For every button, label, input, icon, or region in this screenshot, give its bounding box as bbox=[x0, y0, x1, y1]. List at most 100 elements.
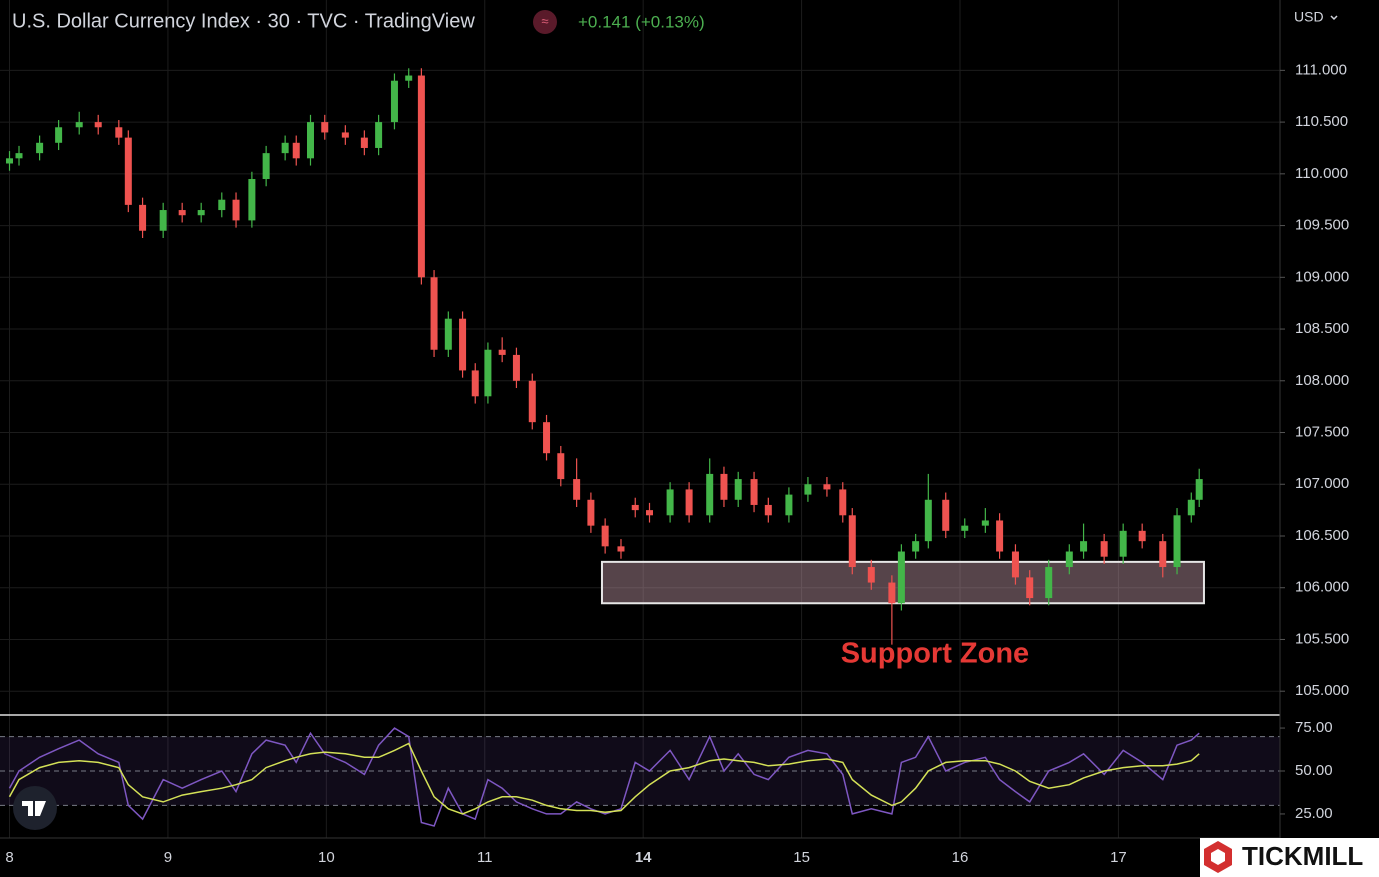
candle-body bbox=[375, 122, 383, 148]
y-tick-label: 105.000 bbox=[1295, 682, 1349, 699]
y-tick-label: 25.00 bbox=[1295, 805, 1333, 822]
y-tick-label: 111.000 bbox=[1295, 61, 1347, 78]
candle-body bbox=[557, 453, 565, 480]
y-tick-label: 105.500 bbox=[1295, 630, 1349, 647]
candle-body bbox=[867, 567, 875, 583]
candle-body bbox=[139, 204, 147, 231]
currency-selector[interactable]: USD bbox=[1294, 9, 1324, 25]
logo-mark bbox=[22, 801, 46, 816]
logo-hex-inner bbox=[1211, 849, 1225, 865]
y-tick-label: 106.000 bbox=[1295, 579, 1349, 596]
y-tick-label: 109.500 bbox=[1295, 217, 1349, 234]
candle-body bbox=[750, 479, 758, 505]
candle-body bbox=[685, 489, 693, 516]
candle-body bbox=[1119, 530, 1127, 557]
candle-body bbox=[306, 122, 314, 159]
tradingview-logo bbox=[13, 786, 57, 830]
candle-body bbox=[55, 127, 63, 143]
y-tick-label: 107.500 bbox=[1295, 423, 1349, 440]
candle-body bbox=[321, 122, 329, 133]
candle-body bbox=[981, 520, 989, 526]
x-tick-label: 8 bbox=[5, 849, 13, 866]
y-tick-label: 110.000 bbox=[1295, 165, 1348, 182]
candle-body bbox=[646, 510, 654, 516]
candle-body bbox=[94, 122, 102, 128]
candle-body bbox=[262, 153, 270, 180]
x-tick-label: 10 bbox=[318, 849, 335, 866]
candle-body bbox=[1187, 499, 1195, 516]
candle-body bbox=[720, 473, 728, 500]
candle-body bbox=[617, 546, 625, 552]
status-icon-glyph: ≈ bbox=[541, 13, 548, 28]
candle-body bbox=[232, 199, 240, 221]
x-tick-label: 15 bbox=[793, 849, 810, 866]
price-change: +0.141 (+0.13%) bbox=[578, 12, 705, 31]
candle-body bbox=[417, 75, 425, 278]
y-tick-label: 109.000 bbox=[1295, 268, 1349, 285]
candle-body bbox=[897, 551, 905, 604]
watermark: TICKMILL bbox=[1242, 841, 1363, 871]
candle-body bbox=[124, 137, 132, 205]
indicator-line bbox=[8, 742, 1200, 815]
candle-body bbox=[405, 75, 413, 81]
candle-body bbox=[785, 494, 793, 516]
candle-body bbox=[888, 582, 896, 604]
y-tick-label: 108.500 bbox=[1295, 320, 1349, 337]
candle-body bbox=[1173, 515, 1181, 568]
candle-body bbox=[1100, 541, 1108, 557]
candle-body bbox=[912, 541, 920, 552]
candle-body bbox=[587, 499, 595, 526]
candle-body bbox=[75, 122, 83, 128]
candle-body bbox=[197, 210, 205, 216]
candle-body bbox=[281, 142, 289, 154]
candle-body bbox=[528, 380, 536, 423]
candle-body bbox=[341, 132, 349, 138]
candle-body bbox=[248, 179, 256, 221]
x-tick-label: 17 bbox=[1110, 849, 1127, 866]
candle-body bbox=[1065, 551, 1073, 568]
candle-body bbox=[764, 504, 772, 516]
y-tick-label: 108.000 bbox=[1295, 372, 1349, 389]
y-tick-label: 110.500 bbox=[1295, 113, 1348, 130]
candle-body bbox=[292, 142, 300, 159]
candle-body bbox=[823, 484, 831, 490]
annotation: Support Zone bbox=[841, 638, 1029, 670]
candle-body bbox=[543, 422, 551, 454]
candle-body bbox=[178, 210, 186, 216]
candle-body bbox=[459, 318, 467, 371]
candle-body bbox=[498, 349, 506, 355]
candle-body bbox=[1011, 551, 1019, 578]
candle-body bbox=[573, 479, 581, 500]
currency-caret bbox=[1330, 15, 1338, 21]
candle-body bbox=[115, 127, 123, 138]
candle-body bbox=[159, 210, 167, 231]
candle-body bbox=[1159, 541, 1167, 568]
candle-body bbox=[631, 504, 639, 511]
grid bbox=[0, 0, 1280, 838]
x-tick-label: 14 bbox=[635, 849, 652, 866]
candle-body bbox=[390, 80, 398, 123]
candle-body bbox=[961, 525, 969, 531]
x-tick-label: 16 bbox=[952, 849, 969, 866]
candle-body bbox=[15, 153, 23, 159]
x-tick-label: 9 bbox=[164, 849, 172, 866]
y-tick-label: 106.500 bbox=[1295, 527, 1349, 544]
candle-body bbox=[601, 525, 609, 547]
y-tick-label: 107.000 bbox=[1295, 475, 1349, 492]
status-icon bbox=[533, 10, 557, 34]
candle-body bbox=[6, 158, 14, 164]
candle-body bbox=[734, 479, 742, 500]
candle-body bbox=[218, 199, 226, 211]
chart-title: U.S. Dollar Currency Index · 30 · TVC · … bbox=[12, 10, 475, 32]
candle-body bbox=[360, 137, 368, 148]
candle-body bbox=[1026, 577, 1034, 599]
candle-body bbox=[484, 349, 492, 397]
candle-body bbox=[1080, 541, 1088, 552]
plot bbox=[6, 68, 1205, 827]
candle-body bbox=[804, 484, 812, 495]
indicator-line bbox=[8, 727, 1200, 827]
candle-body bbox=[924, 499, 932, 542]
candle-body bbox=[996, 520, 1004, 552]
